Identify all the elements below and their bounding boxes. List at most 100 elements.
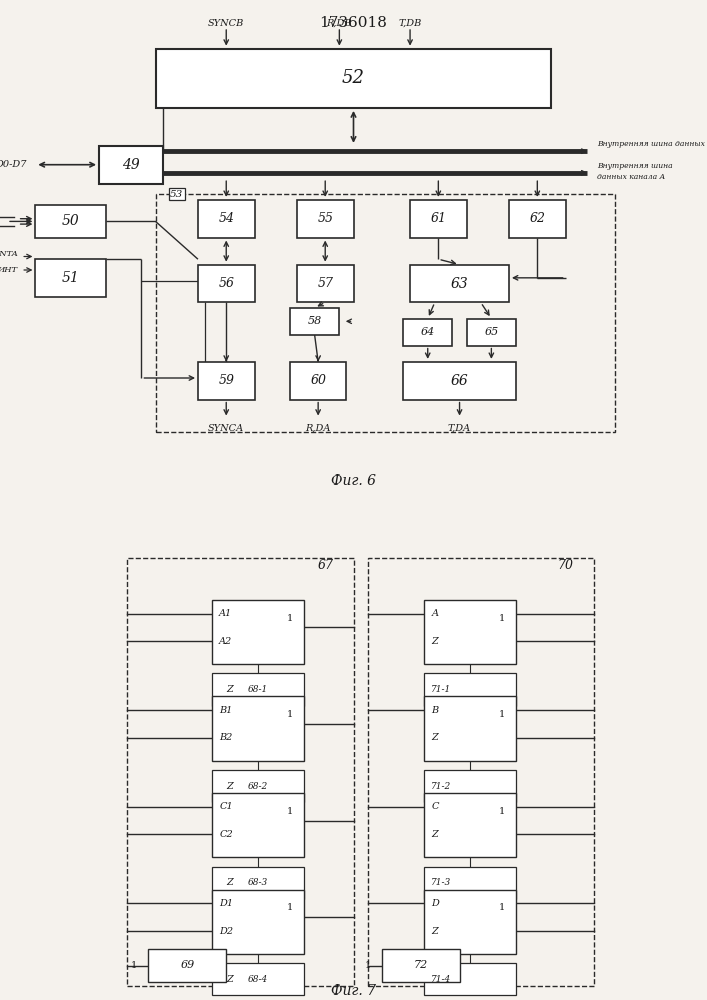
- Bar: [198, 265, 255, 302]
- Bar: [410, 265, 509, 302]
- Text: 71-2: 71-2: [431, 782, 452, 791]
- Text: 70: 70: [558, 559, 573, 572]
- Bar: [212, 770, 304, 802]
- Text: 67: 67: [317, 559, 333, 572]
- Text: 1: 1: [499, 710, 505, 719]
- Text: Z: Z: [226, 685, 233, 694]
- Text: R,DB: R,DB: [327, 19, 352, 28]
- Bar: [382, 949, 460, 982]
- Bar: [403, 362, 516, 400]
- Text: 1: 1: [499, 614, 505, 623]
- Text: Z: Z: [431, 637, 438, 646]
- Text: 60: 60: [310, 374, 326, 387]
- Bar: [509, 200, 566, 238]
- Text: 64: 64: [421, 327, 435, 337]
- Text: 55: 55: [317, 212, 333, 225]
- Text: D2: D2: [219, 926, 233, 936]
- Bar: [212, 600, 304, 664]
- Text: 69: 69: [180, 960, 194, 970]
- Text: C1: C1: [219, 802, 233, 811]
- Bar: [424, 963, 516, 995]
- Text: 58: 58: [308, 316, 322, 326]
- Text: 53: 53: [170, 190, 183, 199]
- Text: Z: Z: [431, 830, 438, 839]
- Bar: [212, 890, 304, 954]
- Text: 71-1: 71-1: [431, 685, 452, 694]
- Text: ИНТ: ИНТ: [0, 266, 17, 274]
- Bar: [290, 362, 346, 400]
- Bar: [410, 200, 467, 238]
- Text: 68-2: 68-2: [247, 782, 268, 791]
- Text: R,DA: R,DA: [305, 424, 331, 433]
- Text: 1: 1: [287, 807, 293, 816]
- Text: Z: Z: [226, 878, 233, 887]
- Text: D1: D1: [219, 899, 233, 908]
- Text: 1: 1: [287, 904, 293, 912]
- Bar: [198, 200, 255, 238]
- Bar: [148, 949, 226, 982]
- Bar: [35, 205, 106, 238]
- Bar: [212, 696, 304, 761]
- Text: Внутренняя шина: Внутренняя шина: [597, 162, 673, 170]
- Text: 1: 1: [499, 904, 505, 912]
- Bar: [212, 793, 304, 857]
- Text: 68-3: 68-3: [247, 878, 268, 887]
- Text: 63: 63: [450, 276, 469, 290]
- Bar: [467, 319, 516, 346]
- Bar: [424, 867, 516, 899]
- Text: 1: 1: [132, 961, 137, 970]
- Bar: [212, 673, 304, 706]
- Text: T,DA: T,DA: [448, 424, 471, 433]
- Text: 51: 51: [62, 271, 80, 285]
- Text: 72: 72: [414, 960, 428, 970]
- Bar: [35, 259, 106, 297]
- Text: D0-D7: D0-D7: [0, 160, 26, 169]
- Text: 52: 52: [342, 69, 365, 87]
- Text: 66: 66: [450, 374, 469, 388]
- Text: 1: 1: [287, 710, 293, 719]
- Text: Z: Z: [431, 733, 438, 742]
- Text: 68-1: 68-1: [247, 685, 268, 694]
- Bar: [424, 890, 516, 954]
- Text: B: B: [431, 706, 438, 715]
- Text: данных канала А: данных канала А: [597, 173, 666, 181]
- Text: A: A: [431, 609, 438, 618]
- Bar: [156, 49, 551, 108]
- Text: Внутренняя шина данных канала В: Внутренняя шина данных канала В: [597, 140, 707, 148]
- Text: D: D: [431, 899, 439, 908]
- Text: 1: 1: [499, 807, 505, 816]
- Text: 54: 54: [218, 212, 234, 225]
- Text: 71-4: 71-4: [431, 975, 452, 984]
- Text: C2: C2: [219, 830, 233, 839]
- Text: 71-3: 71-3: [431, 878, 452, 887]
- Text: SYNCB: SYNCB: [208, 19, 245, 28]
- Text: 1: 1: [365, 961, 370, 970]
- Bar: [424, 600, 516, 664]
- Text: 57: 57: [317, 277, 333, 290]
- Bar: [99, 146, 163, 184]
- Bar: [424, 673, 516, 706]
- Bar: [297, 200, 354, 238]
- Text: T,DB: T,DB: [399, 19, 421, 28]
- Text: 62: 62: [530, 212, 545, 225]
- Text: Фиг. 6: Фиг. 6: [331, 474, 376, 488]
- Text: 1: 1: [287, 614, 293, 623]
- Bar: [212, 867, 304, 899]
- Bar: [156, 194, 615, 432]
- Text: 56: 56: [218, 277, 234, 290]
- Text: B1: B1: [219, 706, 233, 715]
- Text: 59: 59: [218, 374, 234, 387]
- Text: B2: B2: [219, 733, 233, 742]
- Bar: [212, 963, 304, 995]
- Text: 49: 49: [122, 158, 140, 172]
- Bar: [297, 265, 354, 302]
- Bar: [403, 319, 452, 346]
- Text: 68-4: 68-4: [247, 975, 268, 984]
- Text: A1: A1: [219, 609, 233, 618]
- Text: 61: 61: [431, 212, 446, 225]
- Bar: [198, 362, 255, 400]
- Text: C: C: [431, 802, 439, 811]
- Bar: [290, 308, 339, 335]
- Text: SYNCA: SYNCA: [208, 424, 245, 433]
- Bar: [368, 558, 594, 986]
